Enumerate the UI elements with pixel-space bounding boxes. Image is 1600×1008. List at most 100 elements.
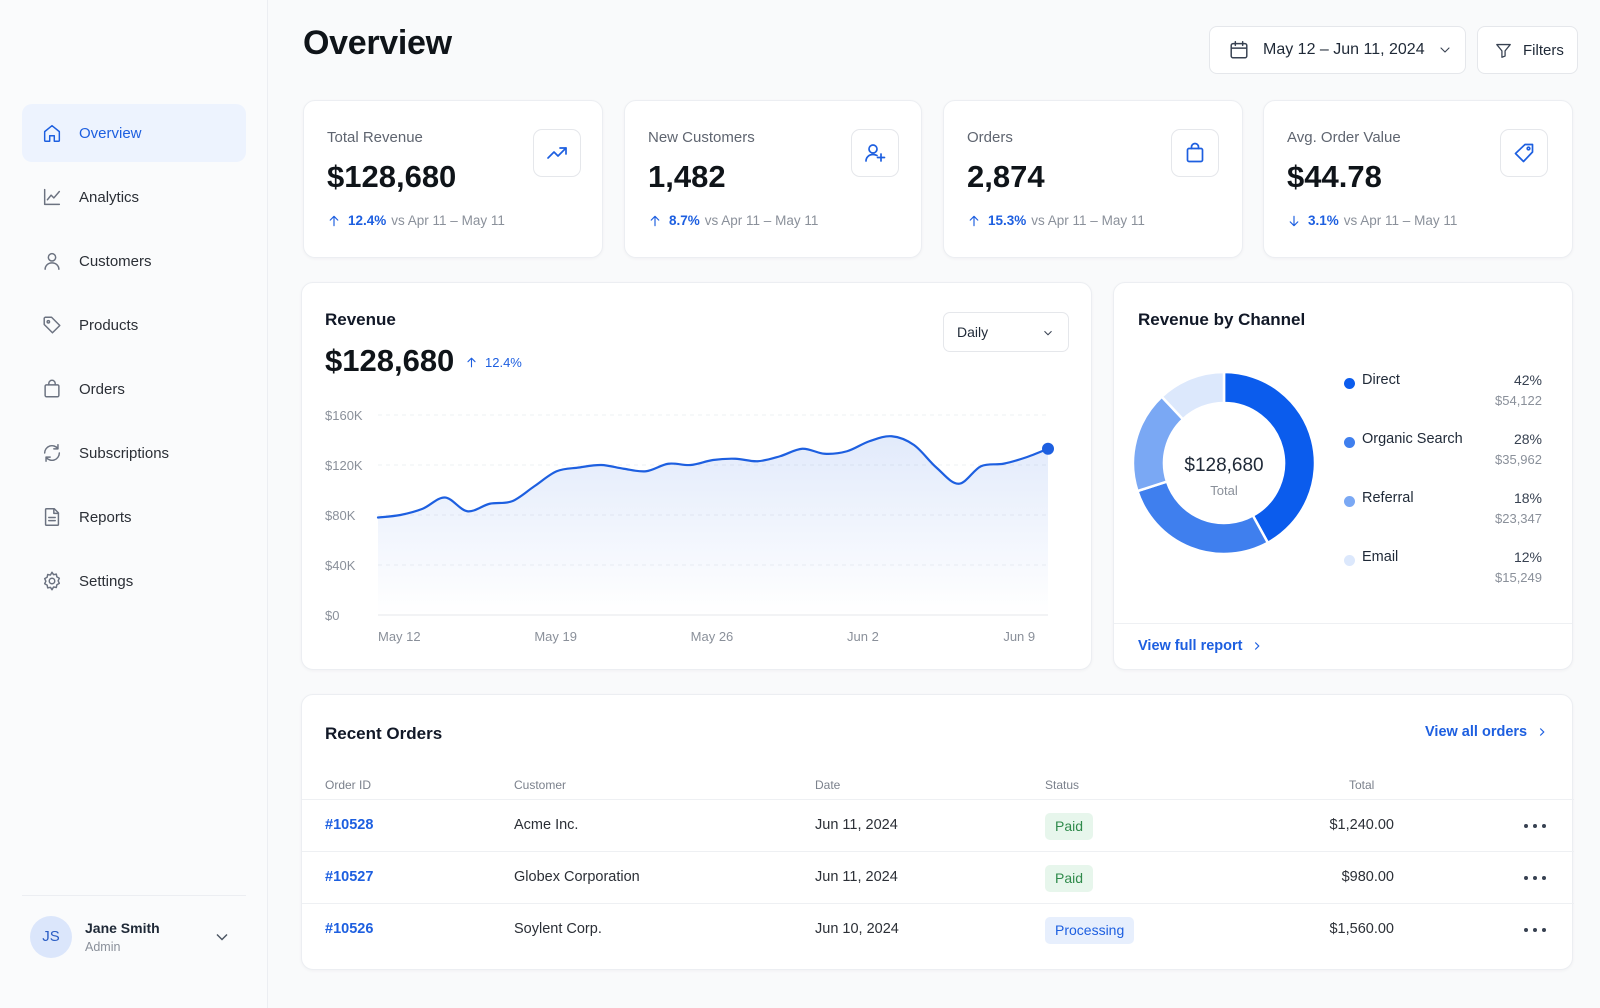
table-row[interactable]: #10527 Globex Corporation Jun 11, 2024 P…: [302, 851, 1574, 903]
sidebar-item-label: Orders: [79, 380, 125, 398]
donut-total-value: $128,680: [1184, 455, 1264, 476]
user-profile[interactable]: JS Jane Smith Admin: [22, 895, 246, 977]
more-actions-icon[interactable]: [1524, 868, 1546, 888]
legend-percent: 28%: [1513, 431, 1542, 447]
sidebar-item-subscriptions[interactable]: Subscriptions: [22, 424, 246, 482]
sidebar-item-customers[interactable]: Customers: [22, 232, 246, 290]
kpi-compare: vs Apr 11 – May 11: [391, 213, 505, 228]
page-title: Overview: [303, 24, 452, 62]
kpi-label: Orders: [967, 129, 1013, 146]
kpi-value: $44.78: [1287, 159, 1382, 194]
avatar: JS: [30, 915, 72, 958]
kpi-compare: vs Apr 11 – May 11: [704, 213, 819, 228]
kpi-label: Avg. Order Value: [1287, 129, 1401, 146]
order-id-link[interactable]: #10526: [325, 921, 374, 937]
data-point: [443, 496, 447, 500]
sidebar-item-label: Reports: [79, 508, 132, 526]
date-range-picker[interactable]: May 12 – Jun 11, 2024: [1209, 26, 1466, 74]
column-header-total: Total: [1349, 778, 1375, 792]
kpi-value: 2,874: [967, 159, 1045, 194]
sidebar-item-label: Customers: [79, 252, 152, 270]
revenue-area: [378, 436, 1048, 615]
chevron-right-icon: [1539, 728, 1545, 736]
arrow-up-icon: [969, 215, 979, 226]
status-badge: Processing: [1045, 917, 1135, 944]
y-tick-label: $40K: [325, 558, 356, 573]
data-point: [957, 482, 961, 486]
order-customer: Globex Corporation: [514, 869, 640, 885]
legend-item: Email 12% $15,249: [1342, 548, 1542, 592]
table-row[interactable]: #10528 Acme Inc. Jun 11, 2024 Paid $1,24…: [302, 799, 1574, 851]
legend-swatch: [1344, 555, 1355, 566]
x-tick-label: May 26: [691, 629, 734, 644]
legend-amount: $23,347: [1495, 511, 1542, 526]
refresh-icon: [41, 442, 63, 464]
data-point: [1001, 462, 1005, 466]
donut-slice-direct[interactable]: [1222, 370, 1317, 545]
donut-slice-email[interactable]: [1159, 370, 1226, 422]
channel-title: Revenue by Channel: [1138, 310, 1306, 329]
view-all-orders-label: View all orders: [1425, 724, 1528, 740]
gear-icon: [41, 570, 63, 592]
user-icon: [41, 250, 63, 272]
kpi-card-new-customers: New Customers 1,482 8.7% vs Apr 11 – May…: [624, 100, 922, 258]
order-date: Jun 11, 2024: [815, 869, 898, 885]
legend-swatch: [1344, 496, 1355, 507]
kpi-compare: vs Apr 11 – May 11: [1343, 213, 1458, 228]
chevron-down-icon[interactable]: [212, 927, 232, 947]
kpi-delta: 12.4% vs Apr 11 – May 11: [327, 213, 505, 228]
view-full-report-link[interactable]: View full report: [1138, 638, 1264, 654]
data-point: [800, 447, 804, 451]
sidebar-item-overview[interactable]: Overview: [22, 104, 246, 162]
arrow-up-icon: [467, 357, 476, 368]
sidebar-item-analytics[interactable]: Analytics: [22, 168, 246, 226]
arrow-up-icon: [329, 215, 339, 226]
sidebar-item-orders[interactable]: Orders: [22, 360, 246, 418]
legend-label: Referral: [1362, 490, 1414, 506]
data-point: [934, 466, 938, 470]
kpi-delta: 3.1% vs Apr 11 – May 11: [1287, 213, 1457, 228]
period-select[interactable]: Daily: [943, 312, 1069, 352]
shopping-bag-icon: [41, 378, 63, 400]
data-point: [532, 484, 536, 488]
recent-orders-title: Recent Orders: [325, 724, 443, 743]
revenue-line: [376, 435, 1050, 519]
view-all-orders-link[interactable]: View all orders: [1425, 724, 1549, 740]
order-total: $980.00: [1341, 869, 1394, 885]
data-point: [778, 454, 782, 458]
filter-icon: [1496, 43, 1511, 58]
order-id-link[interactable]: #10528: [325, 817, 374, 833]
revenue-delta: 12.4%: [465, 355, 522, 370]
filters-label: Filters: [1523, 41, 1564, 59]
period-select-value: Daily: [957, 324, 989, 340]
sidebar-item-label: Overview: [79, 124, 142, 142]
x-tick-label: May 19: [534, 629, 577, 644]
sidebar-item-label: Settings: [79, 572, 134, 590]
filters-button[interactable]: Filters: [1477, 26, 1578, 74]
view-full-report-label: View full report: [1138, 638, 1243, 654]
more-actions-icon[interactable]: [1524, 816, 1546, 836]
more-actions-icon[interactable]: [1524, 920, 1546, 940]
order-customer: Soylent Corp.: [514, 921, 602, 937]
sidebar-item-reports[interactable]: Reports: [22, 488, 246, 546]
data-point: [666, 462, 670, 466]
data-point: [555, 469, 559, 473]
data-point: [510, 499, 514, 503]
data-point: [488, 502, 492, 506]
chevron-down-icon: [1044, 330, 1052, 336]
table-row[interactable]: #10526 Soylent Corp. Jun 10, 2024 Proces…: [302, 903, 1574, 955]
data-point: [890, 434, 894, 438]
kpi-delta-percent: 3.1%: [1308, 213, 1339, 228]
chevron-down-icon: [1440, 47, 1450, 53]
order-date: Jun 11, 2024: [815, 817, 898, 833]
data-point: [398, 513, 402, 517]
kpi-label: Total Revenue: [327, 129, 423, 146]
tag-icon: [1500, 129, 1548, 177]
home-icon: [41, 122, 63, 144]
data-point: [644, 469, 648, 473]
sidebar-item-products[interactable]: Products: [22, 296, 246, 354]
column-header-customer: Customer: [514, 778, 567, 792]
data-point: [622, 467, 626, 471]
order-id-link[interactable]: #10527: [325, 869, 374, 885]
sidebar-item-settings[interactable]: Settings: [22, 552, 246, 610]
